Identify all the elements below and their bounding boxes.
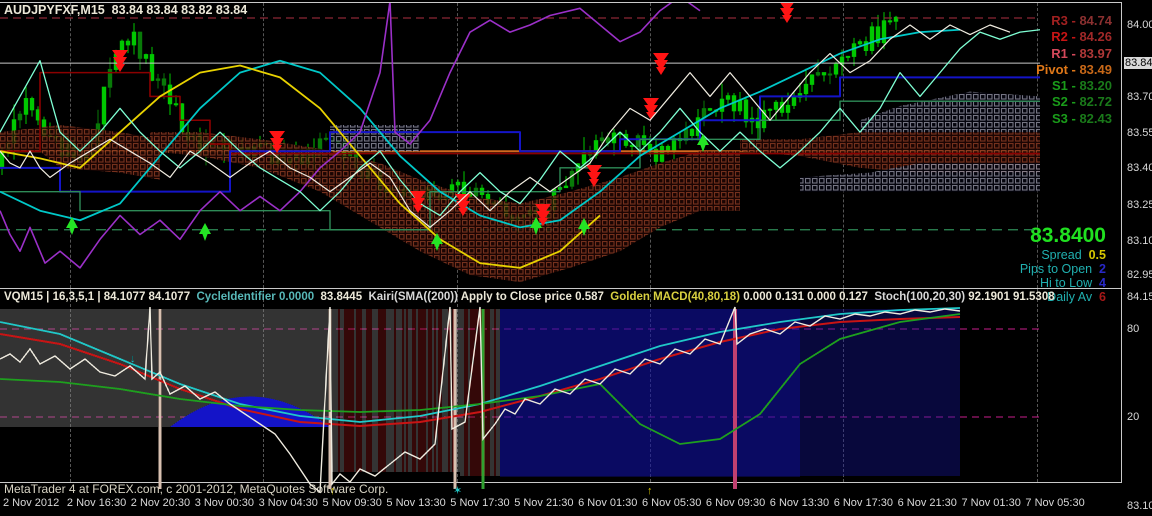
svg-text:✶: ✶ [453, 485, 462, 496]
svg-text:↑: ↑ [330, 485, 336, 496]
svg-text:↑: ↑ [647, 485, 653, 496]
svg-text:↓: ↓ [130, 353, 136, 365]
